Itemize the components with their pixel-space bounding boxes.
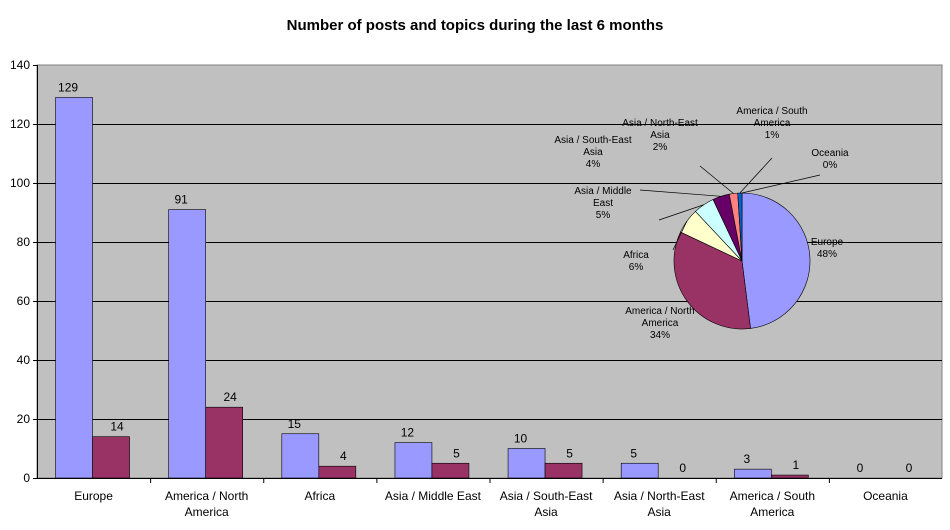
data-label: 24	[224, 390, 238, 404]
pie-leader-line	[699, 165, 734, 194]
pie-label: Asia / Middle	[574, 186, 632, 197]
pie-label: Asia	[583, 147, 603, 158]
pie-label: 6%	[629, 262, 644, 273]
pie-group	[673, 192, 811, 330]
pie-slice	[737, 192, 743, 262]
pie-leader-line	[741, 174, 821, 194]
data-label: 3	[743, 452, 750, 466]
chart-title: Number of posts and topics during the la…	[286, 17, 664, 34]
pie-label: 1%	[765, 130, 780, 141]
pie-label: America / South	[736, 106, 807, 117]
pie-label: Europe	[811, 237, 844, 248]
x-tick-label: America / North	[165, 489, 248, 503]
bar	[394, 442, 433, 479]
bar	[318, 465, 357, 479]
pie-label: America	[754, 118, 791, 129]
bar	[168, 209, 206, 479]
x-tick-label: Asia / North-East	[614, 489, 705, 503]
y-tick-label: 40	[17, 353, 31, 367]
bar	[92, 436, 130, 479]
data-label: 10	[514, 432, 528, 446]
pie-leader-line	[739, 157, 773, 194]
bar	[55, 97, 93, 479]
pie-label: Africa	[623, 250, 649, 261]
x-tick-label: America	[185, 505, 229, 519]
data-label: 129	[58, 80, 78, 94]
x-tick-label: America	[750, 505, 794, 519]
x-tick-label: Africa	[304, 489, 335, 503]
data-label: 0	[857, 461, 864, 475]
data-label: 4	[340, 449, 347, 463]
data-label: 12	[401, 426, 415, 440]
x-tick-label: America / South	[730, 489, 815, 503]
x-tick-label: Oceania	[863, 489, 908, 503]
x-tick-label: Europe	[74, 489, 113, 503]
pie-label: East	[593, 198, 613, 209]
pie-leader-line	[639, 189, 722, 197]
data-label: 91	[175, 193, 189, 207]
y-tick-label: 100	[10, 176, 30, 190]
pie-slice	[741, 192, 811, 329]
bar	[431, 462, 470, 479]
pie-label: 2%	[653, 142, 668, 153]
y-tick-label: 140	[10, 58, 30, 72]
y-tick-label: 120	[10, 117, 30, 131]
y-tick-label: 80	[17, 235, 31, 249]
y-tick-label: 20	[17, 412, 31, 426]
bar	[771, 474, 809, 479]
bar	[620, 462, 659, 479]
bar	[281, 433, 320, 479]
pie-label: 4%	[586, 159, 601, 170]
pie-label: Asia / North-East	[622, 118, 698, 129]
x-tick-label: Asia	[648, 505, 672, 519]
bar	[205, 406, 243, 479]
data-label: 1	[792, 458, 799, 472]
data-label: 0	[679, 461, 686, 475]
y-tick-label: 0	[23, 471, 30, 485]
bar	[507, 448, 546, 479]
x-tick-label: Asia / South-East	[500, 489, 593, 503]
pie-label: America / North	[625, 306, 694, 317]
bar	[734, 468, 772, 479]
data-label: 5	[630, 446, 637, 460]
pie-leader-line	[658, 204, 704, 221]
data-label: 15	[288, 417, 302, 431]
bar	[544, 462, 583, 479]
pie-leader-line	[672, 220, 688, 251]
x-tick-label: Asia / Middle East	[385, 489, 482, 503]
data-label: 5	[453, 446, 460, 460]
pie-label: America	[642, 318, 679, 329]
data-label: 0	[906, 461, 913, 475]
pie-label: 48%	[817, 249, 837, 260]
data-label: 14	[110, 420, 124, 434]
pie-label: 34%	[650, 330, 670, 341]
x-tick-label: Asia	[534, 505, 558, 519]
pie-label: 0%	[823, 160, 838, 171]
pie-label: 5%	[596, 210, 611, 221]
y-tick-label: 60	[17, 294, 31, 308]
pie-label: Asia	[650, 130, 670, 141]
data-label: 5	[566, 446, 573, 460]
pie-label: Asia / South-East	[554, 135, 631, 146]
pie-label: Oceania	[811, 148, 849, 159]
